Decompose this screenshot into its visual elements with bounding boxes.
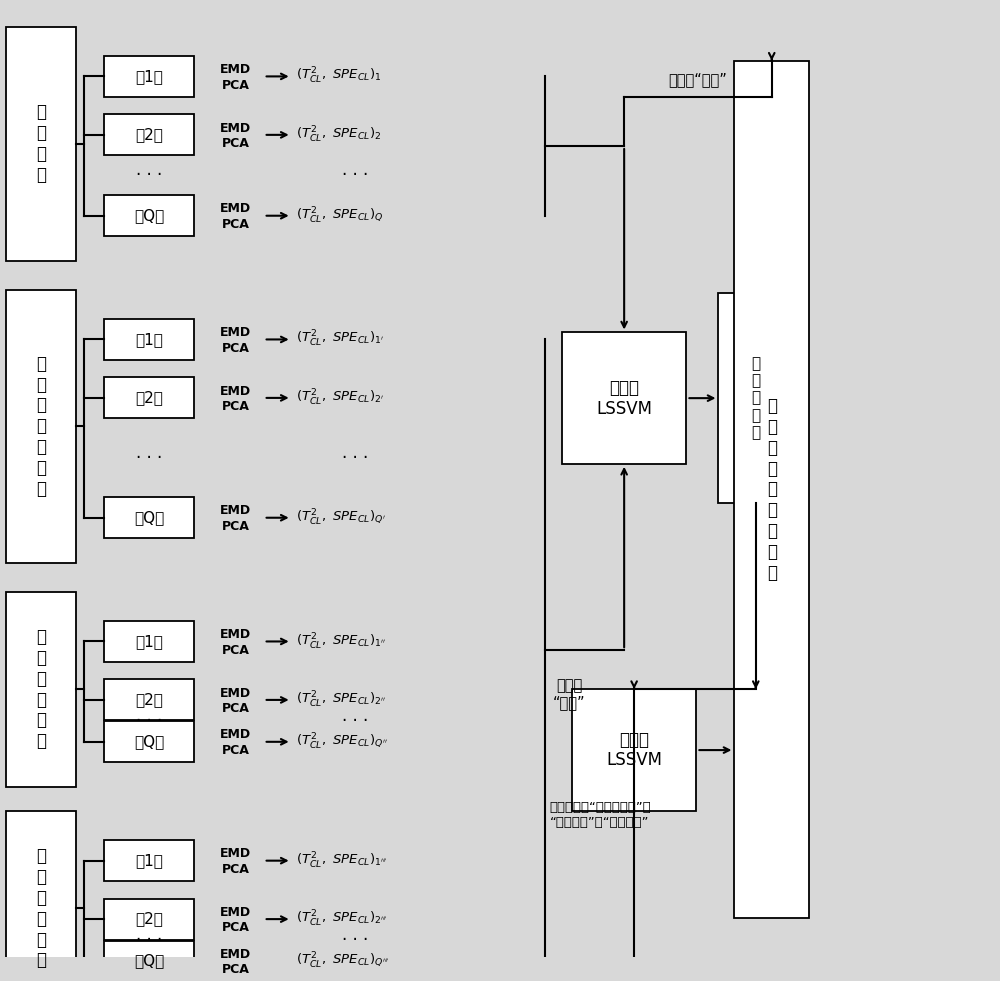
Text: $( T^2_{CL},\ SPE_{CL})_{2}$: $( T^2_{CL},\ SPE_{CL})_{2}$ — [296, 125, 381, 145]
Text: $( T^2_{CL},\ SPE_{CL})_{Q'''}$: $( T^2_{CL},\ SPE_{CL})_{Q'''}$ — [296, 951, 389, 971]
Text: $( T^2_{CL},\ SPE_{CL})_{1'}$: $( T^2_{CL},\ SPE_{CL})_{1'}$ — [296, 330, 384, 349]
Text: PCA: PCA — [222, 863, 250, 876]
Text: 标记为
“故障”: 标记为 “故障” — [553, 678, 586, 710]
Bar — [104, 680, 194, 720]
Text: PCA: PCA — [222, 341, 250, 355]
Text: PCA: PCA — [222, 137, 250, 150]
Bar — [104, 621, 194, 662]
Text: 第2段: 第2段 — [135, 390, 163, 405]
Text: PCA: PCA — [222, 963, 250, 976]
Text: 四
种
状
态
辨
的
识
结
果: 四 种 状 态 辨 的 识 结 果 — [767, 397, 777, 582]
Text: EMD: EMD — [220, 504, 251, 517]
Bar — [104, 195, 194, 236]
Bar — [104, 899, 194, 940]
Text: EMD: EMD — [220, 905, 251, 919]
Text: $( T^2_{CL},\ SPE_{CL})_{2'''}$: $( T^2_{CL},\ SPE_{CL})_{2'''}$ — [296, 909, 387, 929]
Bar — [6, 26, 76, 261]
Text: EMD: EMD — [220, 122, 251, 134]
Text: 滚
动
体
故
障
数
据: 滚 动 体 故 障 数 据 — [36, 355, 46, 497]
Bar — [104, 56, 194, 97]
Bar — [104, 721, 194, 762]
Text: $( T^2_{CL},\ SPE_{CL})_{1''}$: $( T^2_{CL},\ SPE_{CL})_{1''}$ — [296, 632, 385, 651]
Text: $( T^2_{CL},\ SPE_{CL})_{Q''}$: $( T^2_{CL},\ SPE_{CL})_{Q''}$ — [296, 732, 387, 751]
Text: 第Q段: 第Q段 — [134, 510, 164, 525]
Text: EMD: EMD — [220, 202, 251, 216]
Text: 第2段: 第2段 — [135, 693, 163, 707]
Text: 标记为“正常”: 标记为“正常” — [669, 73, 727, 87]
Bar — [562, 333, 686, 464]
Text: 正
常
数
据: 正 常 数 据 — [36, 103, 46, 183]
Bar — [734, 61, 809, 918]
Bar — [104, 941, 194, 981]
Bar — [104, 319, 194, 360]
Bar — [6, 592, 76, 787]
Text: · · ·: · · · — [342, 449, 369, 467]
Text: PCA: PCA — [222, 78, 250, 91]
Text: · · ·: · · · — [342, 931, 369, 949]
Text: 第Q段: 第Q段 — [134, 208, 164, 224]
Text: · · ·: · · · — [136, 167, 162, 184]
Text: EMD: EMD — [220, 687, 251, 699]
Text: 第1段: 第1段 — [135, 634, 163, 649]
Text: 分别标记为“滚动体故障”、
“内圈故障”、“外圈故障”: 分别标记为“滚动体故障”、 “内圈故障”、“外圈故障” — [550, 801, 652, 829]
Text: $( T^2_{CL},\ SPE_{CL})_{1}$: $( T^2_{CL},\ SPE_{CL})_{1}$ — [296, 67, 381, 86]
Text: $( T^2_{CL},\ SPE_{CL})_{2'}$: $( T^2_{CL},\ SPE_{CL})_{2'}$ — [296, 387, 384, 408]
Bar — [104, 497, 194, 539]
Text: 内
圈
故
障
数
据: 内 圈 故 障 数 据 — [36, 628, 46, 750]
Text: $( T^2_{CL},\ SPE_{CL})_{Q}$: $( T^2_{CL},\ SPE_{CL})_{Q}$ — [296, 206, 383, 226]
Bar — [6, 289, 76, 562]
Text: EMD: EMD — [220, 729, 251, 742]
Text: 第Q段: 第Q段 — [134, 735, 164, 749]
Bar — [104, 840, 194, 881]
Text: 安
全
域
边
界: 安 全 域 边 界 — [751, 356, 760, 440]
Text: $( T^2_{CL},\ SPE_{CL})_{2''}$: $( T^2_{CL},\ SPE_{CL})_{2''}$ — [296, 690, 385, 710]
Text: · · ·: · · · — [136, 449, 162, 467]
Text: $( T^2_{CL},\ SPE_{CL})_{Q'}$: $( T^2_{CL},\ SPE_{CL})_{Q'}$ — [296, 508, 386, 528]
Text: · · ·: · · · — [342, 712, 369, 730]
Text: PCA: PCA — [222, 744, 250, 757]
Bar — [718, 293, 793, 503]
Text: · · ·: · · · — [136, 712, 162, 730]
Text: EMD: EMD — [220, 385, 251, 397]
Text: EMD: EMD — [220, 63, 251, 77]
Text: PCA: PCA — [222, 921, 250, 934]
Text: · · ·: · · · — [136, 931, 162, 949]
Text: 第Q段: 第Q段 — [134, 954, 164, 968]
Text: 第1段: 第1段 — [135, 853, 163, 868]
Text: EMD: EMD — [220, 948, 251, 960]
Text: EMD: EMD — [220, 326, 251, 339]
Text: 多分类
LSSVM: 多分类 LSSVM — [606, 731, 662, 769]
Bar — [572, 690, 696, 811]
Text: PCA: PCA — [222, 644, 250, 656]
Text: PCA: PCA — [222, 218, 250, 231]
Bar — [104, 115, 194, 155]
Text: 第2段: 第2段 — [135, 911, 163, 927]
Bar — [6, 811, 76, 981]
Text: · · ·: · · · — [342, 167, 369, 184]
Text: 第1段: 第1段 — [135, 332, 163, 347]
Text: 第1段: 第1段 — [135, 69, 163, 84]
Text: PCA: PCA — [222, 702, 250, 715]
Text: 第2段: 第2段 — [135, 128, 163, 142]
Text: EMD: EMD — [220, 628, 251, 642]
Text: PCA: PCA — [222, 400, 250, 413]
Text: EMD: EMD — [220, 848, 251, 860]
Text: 二分类
LSSVM: 二分类 LSSVM — [596, 379, 652, 418]
Text: $( T^2_{CL},\ SPE_{CL})_{1'''}$: $( T^2_{CL},\ SPE_{CL})_{1'''}$ — [296, 851, 387, 871]
Text: 外
圈
故
障
数
据: 外 圈 故 障 数 据 — [36, 848, 46, 969]
Text: PCA: PCA — [222, 520, 250, 533]
Bar — [104, 378, 194, 418]
